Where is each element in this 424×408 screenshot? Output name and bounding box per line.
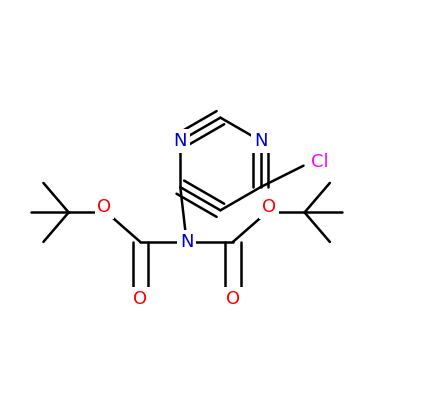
Text: O: O [262,198,276,216]
Text: O: O [98,198,112,216]
Text: O: O [133,290,148,308]
Text: Cl: Cl [311,153,328,171]
Text: N: N [173,132,187,150]
Text: N: N [180,233,193,251]
Text: N: N [254,132,267,150]
Text: O: O [226,290,240,308]
